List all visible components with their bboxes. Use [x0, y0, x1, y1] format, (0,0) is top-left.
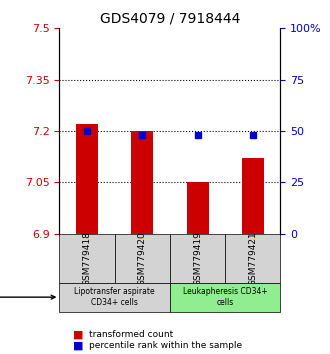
Text: ■: ■ [73, 330, 83, 339]
Text: Leukapheresis CD34+
cells: Leukapheresis CD34+ cells [183, 287, 268, 307]
Bar [186, 182, 209, 234]
Text: GSM779419: GSM779419 [193, 231, 202, 286]
Text: Lipotransfer aspirate
CD34+ cells: Lipotransfer aspirate CD34+ cells [74, 287, 155, 307]
Text: GSM779420: GSM779420 [138, 231, 147, 286]
Text: ■: ■ [73, 340, 83, 350]
FancyBboxPatch shape [170, 234, 225, 283]
FancyBboxPatch shape [59, 234, 115, 283]
Bar [242, 158, 264, 234]
Bar [131, 131, 153, 234]
FancyBboxPatch shape [225, 234, 280, 283]
FancyBboxPatch shape [115, 234, 170, 283]
Text: GSM779421: GSM779421 [248, 231, 257, 286]
FancyBboxPatch shape [170, 283, 280, 312]
Title: GDS4079 / 7918444: GDS4079 / 7918444 [100, 12, 240, 26]
Text: transformed count: transformed count [89, 330, 173, 339]
Bar [76, 124, 98, 234]
Text: GSM779418: GSM779418 [82, 231, 91, 286]
Text: percentile rank within the sample: percentile rank within the sample [89, 341, 242, 350]
FancyBboxPatch shape [59, 283, 170, 312]
Text: cell type: cell type [0, 292, 55, 302]
